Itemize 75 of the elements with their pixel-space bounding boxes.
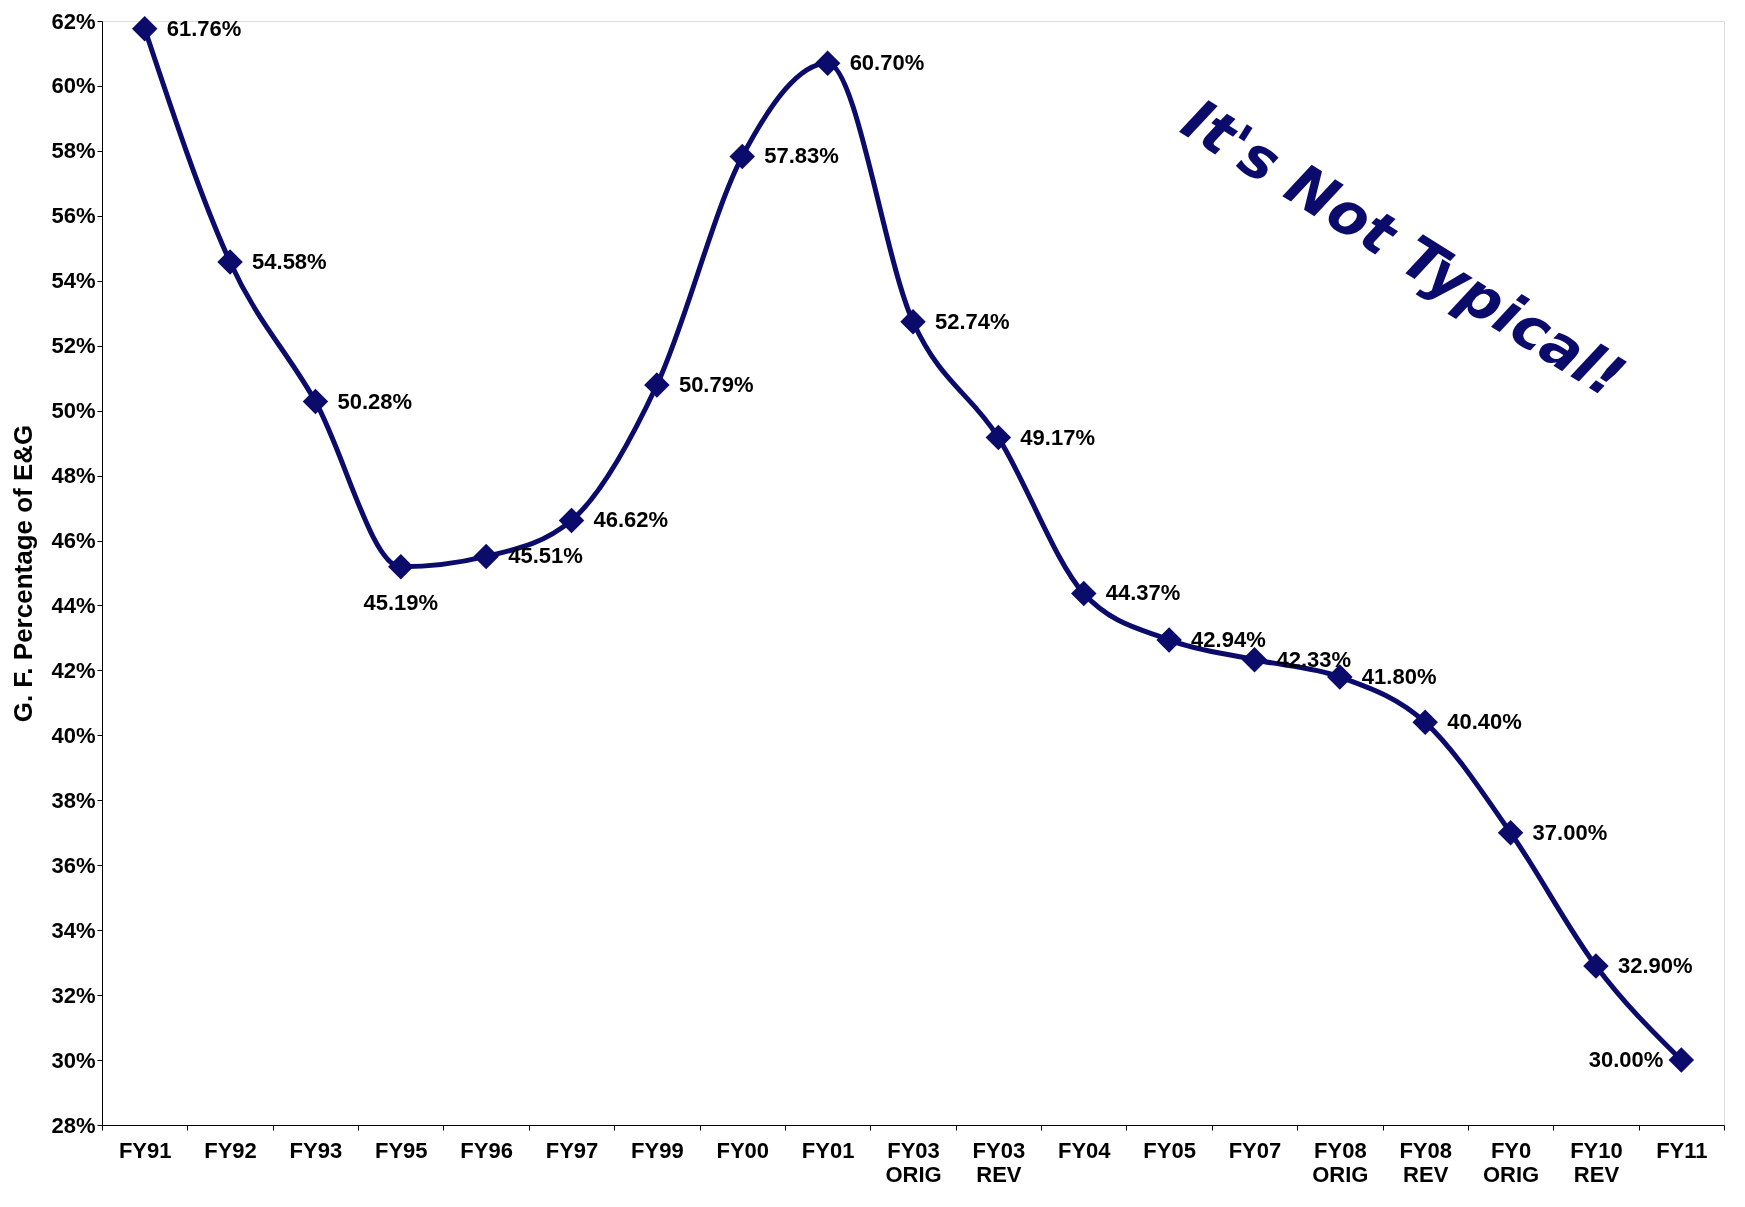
point	[985, 424, 1012, 451]
point	[644, 372, 670, 398]
y-tick-label: 42%	[51, 657, 96, 683]
x-tick-label: FY01	[801, 1137, 855, 1163]
data-label: 45.51%	[508, 543, 583, 569]
x-tick-label: FY08 REV	[1399, 1137, 1453, 1187]
data-label: 50.79%	[678, 372, 754, 397]
y-tick-label: 32%	[51, 982, 96, 1008]
x-tick-label: FY05	[1143, 1137, 1196, 1163]
x-tick-label: FY03 REV	[972, 1137, 1026, 1187]
data-label: 50.28%	[337, 388, 413, 414]
point	[729, 143, 756, 170]
x-tick-label: FY10 REV	[1570, 1137, 1623, 1187]
x-tick-label: FY04	[1057, 1137, 1112, 1163]
point	[388, 554, 414, 580]
y-tick-label: 28%	[51, 1112, 96, 1138]
data-label: 42.33%	[1276, 646, 1352, 672]
x-tick-label: FY08 ORIG	[1312, 1137, 1369, 1187]
x-tick-label: FY92	[204, 1137, 257, 1163]
data-label: 37.00%	[1532, 819, 1608, 845]
y-tick-label: 34%	[51, 917, 96, 943]
point	[1583, 953, 1609, 979]
data-label: 61.76%	[166, 15, 242, 41]
point	[1241, 646, 1268, 673]
y-tick-label: 30%	[51, 1047, 96, 1073]
y-tick-label: 48%	[51, 463, 96, 489]
point	[900, 308, 926, 335]
y-tick-label: 52%	[51, 333, 96, 359]
y-axis-title: G. F. Percentage of E&G	[8, 424, 39, 723]
point	[1412, 709, 1438, 736]
data-label: 57.83%	[764, 143, 839, 169]
data-label: 54.58%	[252, 248, 327, 274]
x-tick-label: FY91	[118, 1137, 172, 1163]
y-tick-label: 40%	[51, 722, 96, 748]
point	[1497, 820, 1524, 846]
x-tick-label: FY11	[1656, 1137, 1708, 1163]
point	[131, 16, 158, 42]
x-tick-label: FY96	[460, 1137, 513, 1163]
point	[1070, 580, 1097, 607]
x-tick-label: FY99	[631, 1137, 684, 1163]
point	[1668, 1047, 1695, 1073]
x-tick-label: FY03 ORIG	[885, 1137, 942, 1187]
data-label: 52.74%	[935, 308, 1010, 334]
point	[814, 50, 841, 76]
point	[558, 507, 585, 534]
data-label: 49.17%	[1020, 424, 1095, 450]
data-label: 45.19%	[363, 589, 439, 615]
x-tick-label: FY00	[716, 1137, 770, 1163]
data-label: 41.80%	[1361, 663, 1437, 689]
y-tick-label: 62%	[51, 8, 96, 34]
data-label: 42.94%	[1191, 626, 1266, 652]
data-label: 30.00%	[1588, 1047, 1664, 1073]
y-tick-label: 56%	[51, 203, 96, 229]
y-tick-label: 38%	[51, 787, 96, 813]
data-label: 32.90%	[1617, 952, 1693, 978]
x-tick-label: FY95	[374, 1137, 428, 1163]
data-label: 40.40%	[1447, 709, 1522, 735]
y-tick-label: 50%	[51, 398, 96, 424]
point	[473, 543, 499, 570]
x-tick-label: FY93	[289, 1137, 343, 1163]
y-tick-label: 36%	[51, 852, 96, 878]
data-label: 60.70%	[849, 50, 925, 76]
point	[302, 388, 329, 415]
y-tick-label: 60%	[51, 73, 96, 99]
data-label: 44.37%	[1105, 580, 1181, 606]
y-tick-label: 44%	[51, 592, 96, 618]
x-tick-label: FY97	[545, 1137, 599, 1163]
x-tick-label: FY07	[1228, 1137, 1282, 1163]
point	[1156, 627, 1182, 653]
y-tick-label: 46%	[51, 528, 96, 554]
y-tick-label: 54%	[51, 268, 96, 294]
point	[217, 249, 243, 275]
data-label: 46.62%	[593, 507, 669, 533]
y-tick-label: 58%	[51, 138, 96, 164]
x-tick-label: FY0 ORIG	[1482, 1137, 1540, 1187]
